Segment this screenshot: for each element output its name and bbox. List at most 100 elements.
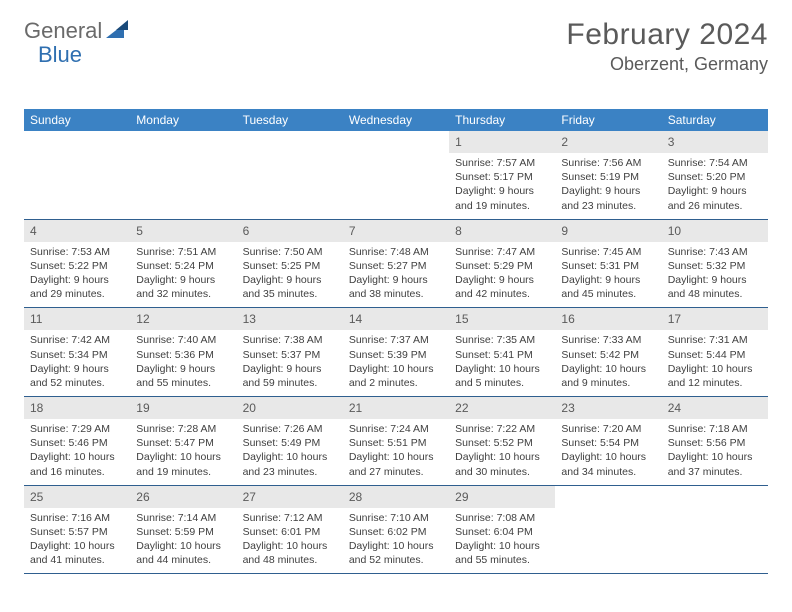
- daylight-line: and 52 minutes.: [30, 376, 124, 390]
- sunset-line: Sunset: 5:29 PM: [455, 259, 549, 273]
- day-cell: 24Sunrise: 7:18 AMSunset: 5:56 PMDayligh…: [662, 397, 768, 485]
- sunrise-line: Sunrise: 7:12 AM: [243, 511, 337, 525]
- day-num-bar: 5: [130, 220, 236, 242]
- sunrise-line: Sunrise: 7:57 AM: [455, 156, 549, 170]
- day-cell: 9Sunrise: 7:45 AMSunset: 5:31 PMDaylight…: [555, 220, 661, 308]
- sunset-line: Sunset: 5:22 PM: [30, 259, 124, 273]
- daylight-line: and 16 minutes.: [30, 465, 124, 479]
- day-num-bar: 10: [662, 220, 768, 242]
- sunset-line: Sunset: 5:51 PM: [349, 436, 443, 450]
- sunrise-line: Sunrise: 7:35 AM: [455, 333, 549, 347]
- day-number: 15: [455, 312, 468, 326]
- day-number: 1: [455, 135, 462, 149]
- day-num-bar: 16: [555, 308, 661, 330]
- day-cell: 5Sunrise: 7:51 AMSunset: 5:24 PMDaylight…: [130, 220, 236, 308]
- sunset-line: Sunset: 5:41 PM: [455, 348, 549, 362]
- day-num-bar: 2: [555, 131, 661, 153]
- day-num-bar: 8: [449, 220, 555, 242]
- day-cell: 10Sunrise: 7:43 AMSunset: 5:32 PMDayligh…: [662, 220, 768, 308]
- daylight-line: Daylight: 10 hours: [455, 450, 549, 464]
- daylight-line: Daylight: 10 hours: [561, 362, 655, 376]
- dow-saturday: Saturday: [662, 109, 768, 131]
- daylight-line: Daylight: 9 hours: [561, 273, 655, 287]
- sunset-line: Sunset: 5:42 PM: [561, 348, 655, 362]
- dow-monday: Monday: [130, 109, 236, 131]
- day-number: 7: [349, 224, 356, 238]
- weeks-container: 1 Sunrise: 7:57 AMSunset: 5:17 PM Daylight…: [24, 131, 768, 574]
- day-number: 24: [668, 401, 681, 415]
- sunset-line: Sunset: 5:24 PM: [136, 259, 230, 273]
- day-cell: 26Sunrise: 7:14 AMSunset: 5:59 PMDayligh…: [130, 486, 236, 574]
- daylight-line: Daylight: 10 hours: [668, 362, 762, 376]
- month-title: February 2024: [566, 18, 768, 52]
- day-cell: 19Sunrise: 7:28 AMSunset: 5:47 PMDayligh…: [130, 397, 236, 485]
- day-number: 4: [30, 224, 37, 238]
- day-number: 21: [349, 401, 362, 415]
- daylight-line: Daylight: 9 hours: [136, 273, 230, 287]
- daylight-line: and 9 minutes.: [561, 376, 655, 390]
- day-cell: 13Sunrise: 7:38 AMSunset: 5:37 PMDayligh…: [237, 308, 343, 396]
- logo: General: [24, 18, 130, 44]
- day-cell: [237, 131, 343, 219]
- sunset-line: Sunset: 5:27 PM: [349, 259, 443, 273]
- sunrise-line: Sunrise: 7:26 AM: [243, 422, 337, 436]
- daylight-line: and 23 minutes.: [561, 199, 655, 213]
- day-number: 11: [30, 312, 42, 326]
- day-cell: 29Sunrise: 7:08 AMSunset: 6:04 PMDayligh…: [449, 486, 555, 574]
- day-num-bar: 17: [662, 308, 768, 330]
- sunrise-line: Sunrise: 7:08 AM: [455, 511, 549, 525]
- day-num-bar: 26: [130, 486, 236, 508]
- day-number: 6: [243, 224, 250, 238]
- daylight-line: and 37 minutes.: [668, 465, 762, 479]
- day-num-bar: 9: [555, 220, 661, 242]
- daylight-line: Daylight: 9 hours: [243, 362, 337, 376]
- daylight-line: and 59 minutes.: [243, 376, 337, 390]
- daylight-line: Daylight: 10 hours: [455, 362, 549, 376]
- header: General February 2024 Oberzent, Germany: [24, 18, 768, 75]
- sunset-line: Sunset: 5:39 PM: [349, 348, 443, 362]
- daylight-line: Daylight: 9 hours: [136, 362, 230, 376]
- sunset-line: Sunset: 5:37 PM: [243, 348, 337, 362]
- sunrise-line: Sunrise: 7:38 AM: [243, 333, 337, 347]
- sunset-line: Sunset: 5:31 PM: [561, 259, 655, 273]
- week-row: 1Sunrise: 7:57 AMSunset: 5:17 PMDaylight…: [24, 131, 768, 220]
- day-number: 12: [136, 312, 149, 326]
- title-block: February 2024 Oberzent, Germany: [566, 18, 768, 75]
- day-number: 5: [136, 224, 143, 238]
- daylight-line: and 34 minutes.: [561, 465, 655, 479]
- daylight-line: and 19 minutes.: [455, 199, 549, 213]
- day-number: 19: [136, 401, 149, 415]
- day-cell: [662, 486, 768, 574]
- daylight-line: and 48 minutes.: [243, 553, 337, 567]
- daylight-line: Daylight: 10 hours: [349, 450, 443, 464]
- sunset-line: Sunset: 5:17 PM: [455, 170, 549, 184]
- sunrise-line: Sunrise: 7:54 AM: [668, 156, 762, 170]
- week-row: 4Sunrise: 7:53 AMSunset: 5:22 PMDaylight…: [24, 220, 768, 309]
- daylight-line: Daylight: 9 hours: [455, 273, 549, 287]
- dow-sunday: Sunday: [24, 109, 130, 131]
- dow-row: Sunday Monday Tuesday Wednesday Thursday…: [24, 109, 768, 131]
- sunrise-line: Sunrise: 7:31 AM: [668, 333, 762, 347]
- day-cell: 12Sunrise: 7:40 AMSunset: 5:36 PMDayligh…: [130, 308, 236, 396]
- daylight-line: and 32 minutes.: [136, 287, 230, 301]
- daylight-line: and 41 minutes.: [30, 553, 124, 567]
- day-num-bar: 24: [662, 397, 768, 419]
- sunrise-line: Sunrise: 7:22 AM: [455, 422, 549, 436]
- day-number: 20: [243, 401, 256, 415]
- day-num-bar: 22: [449, 397, 555, 419]
- day-num-bar: 4: [24, 220, 130, 242]
- day-number: 17: [668, 312, 681, 326]
- sunrise-line: Sunrise: 7:18 AM: [668, 422, 762, 436]
- daylight-line: Daylight: 10 hours: [243, 539, 337, 553]
- day-number: 9: [561, 224, 568, 238]
- logo-text-general: General: [24, 18, 102, 44]
- daylight-line: Daylight: 9 hours: [243, 273, 337, 287]
- day-num-bar: 23: [555, 397, 661, 419]
- week-row: 25Sunrise: 7:16 AMSunset: 5:57 PMDayligh…: [24, 486, 768, 575]
- day-num-bar: 25: [24, 486, 130, 508]
- day-number: 14: [349, 312, 362, 326]
- daylight-line: and 48 minutes.: [668, 287, 762, 301]
- day-cell: 27Sunrise: 7:12 AMSunset: 6:01 PMDayligh…: [237, 486, 343, 574]
- day-num-bar: 15: [449, 308, 555, 330]
- day-num-bar: 27: [237, 486, 343, 508]
